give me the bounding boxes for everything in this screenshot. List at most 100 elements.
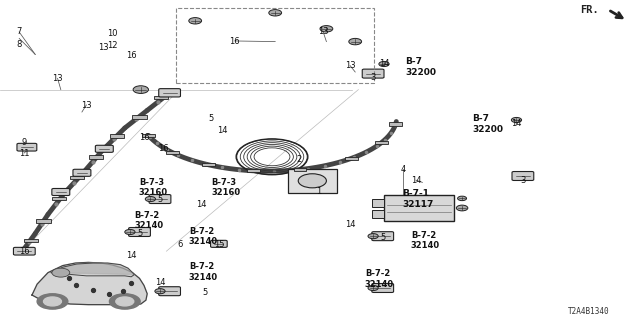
Text: B-7-2
32140: B-7-2 32140 xyxy=(365,269,394,289)
Bar xyxy=(372,210,384,218)
FancyBboxPatch shape xyxy=(211,240,227,247)
Bar xyxy=(345,157,358,160)
Text: 5: 5 xyxy=(137,229,142,238)
Text: B-7-3
32160: B-7-3 32160 xyxy=(211,178,241,197)
Text: B-7-1
32117: B-7-1 32117 xyxy=(402,189,433,209)
Text: 13: 13 xyxy=(81,101,92,110)
Bar xyxy=(247,169,260,172)
Text: FR.: FR. xyxy=(580,4,598,15)
Circle shape xyxy=(368,285,378,291)
Text: 16: 16 xyxy=(19,247,29,256)
Text: 5: 5 xyxy=(157,196,163,204)
Circle shape xyxy=(189,18,202,24)
Circle shape xyxy=(349,38,362,45)
Text: 16: 16 xyxy=(230,37,240,46)
Text: 14: 14 xyxy=(346,220,356,229)
Circle shape xyxy=(368,234,378,239)
Bar xyxy=(132,115,147,118)
Circle shape xyxy=(109,294,140,309)
Bar xyxy=(142,134,155,137)
Circle shape xyxy=(320,26,333,32)
Circle shape xyxy=(298,174,326,188)
Text: T2A4B1340: T2A4B1340 xyxy=(568,307,610,316)
Bar xyxy=(288,169,337,193)
Bar xyxy=(24,239,38,243)
Text: B-7-2
32140: B-7-2 32140 xyxy=(411,231,440,250)
Circle shape xyxy=(145,196,156,202)
Bar xyxy=(384,195,454,221)
Text: 13: 13 xyxy=(52,74,63,83)
Text: 5: 5 xyxy=(202,288,207,297)
Text: 14: 14 xyxy=(511,119,522,128)
Text: 14: 14 xyxy=(411,176,421,185)
Bar xyxy=(36,219,51,223)
Bar xyxy=(176,8,374,83)
Text: 2: 2 xyxy=(296,156,301,164)
Text: B-7-2
32140: B-7-2 32140 xyxy=(189,227,218,246)
Text: 1: 1 xyxy=(316,188,321,196)
FancyBboxPatch shape xyxy=(95,145,113,152)
Circle shape xyxy=(511,117,522,123)
Circle shape xyxy=(458,196,467,201)
Text: 12: 12 xyxy=(107,41,117,50)
Text: 14: 14 xyxy=(126,252,136,260)
Circle shape xyxy=(269,10,282,16)
Text: 13: 13 xyxy=(99,44,109,52)
FancyBboxPatch shape xyxy=(372,232,394,241)
Circle shape xyxy=(37,294,68,309)
Text: 14: 14 xyxy=(218,126,228,135)
Circle shape xyxy=(125,229,135,235)
Circle shape xyxy=(379,61,389,67)
FancyBboxPatch shape xyxy=(52,188,70,196)
Circle shape xyxy=(155,289,165,294)
Bar xyxy=(294,168,307,171)
Text: 11: 11 xyxy=(19,149,29,158)
Text: B-7
32200: B-7 32200 xyxy=(472,114,503,133)
FancyBboxPatch shape xyxy=(372,284,394,292)
FancyBboxPatch shape xyxy=(512,172,534,180)
Text: 6: 6 xyxy=(178,240,183,249)
Text: 5: 5 xyxy=(209,114,214,123)
Circle shape xyxy=(133,86,148,93)
Text: B-7-2
32140: B-7-2 32140 xyxy=(189,262,218,282)
Text: 16: 16 xyxy=(139,133,149,142)
Bar xyxy=(375,141,388,144)
Text: 14: 14 xyxy=(196,200,207,209)
Bar xyxy=(89,155,103,158)
Text: 9: 9 xyxy=(22,138,27,147)
Polygon shape xyxy=(51,263,134,275)
Text: 13: 13 xyxy=(318,28,328,36)
FancyBboxPatch shape xyxy=(149,195,171,204)
Circle shape xyxy=(52,268,70,277)
Polygon shape xyxy=(32,262,147,305)
Bar xyxy=(166,151,179,154)
Text: B-7
32200: B-7 32200 xyxy=(405,58,436,77)
FancyBboxPatch shape xyxy=(159,89,180,97)
Text: 8: 8 xyxy=(17,40,22,49)
Text: 3: 3 xyxy=(371,73,376,82)
Text: 10: 10 xyxy=(107,29,117,38)
Text: B-7-3
32160: B-7-3 32160 xyxy=(139,178,168,197)
FancyBboxPatch shape xyxy=(362,69,384,78)
Bar xyxy=(389,123,402,126)
Bar xyxy=(70,176,84,179)
Bar xyxy=(52,196,66,200)
Bar xyxy=(110,134,124,138)
Bar xyxy=(202,163,215,166)
Text: B-7-2
32140: B-7-2 32140 xyxy=(134,211,164,230)
FancyBboxPatch shape xyxy=(17,143,37,151)
Circle shape xyxy=(44,297,61,306)
FancyBboxPatch shape xyxy=(73,169,91,176)
Bar xyxy=(372,199,384,207)
FancyBboxPatch shape xyxy=(13,247,35,255)
Text: 16: 16 xyxy=(158,144,168,153)
Text: 5: 5 xyxy=(380,233,385,242)
Text: 15: 15 xyxy=(214,240,224,249)
Text: 13: 13 xyxy=(345,61,355,70)
Text: 16: 16 xyxy=(127,52,137,60)
Bar xyxy=(154,96,168,99)
Text: 4: 4 xyxy=(401,165,406,174)
Circle shape xyxy=(456,205,468,211)
FancyBboxPatch shape xyxy=(129,228,150,236)
Text: 14: 14 xyxy=(379,60,389,68)
